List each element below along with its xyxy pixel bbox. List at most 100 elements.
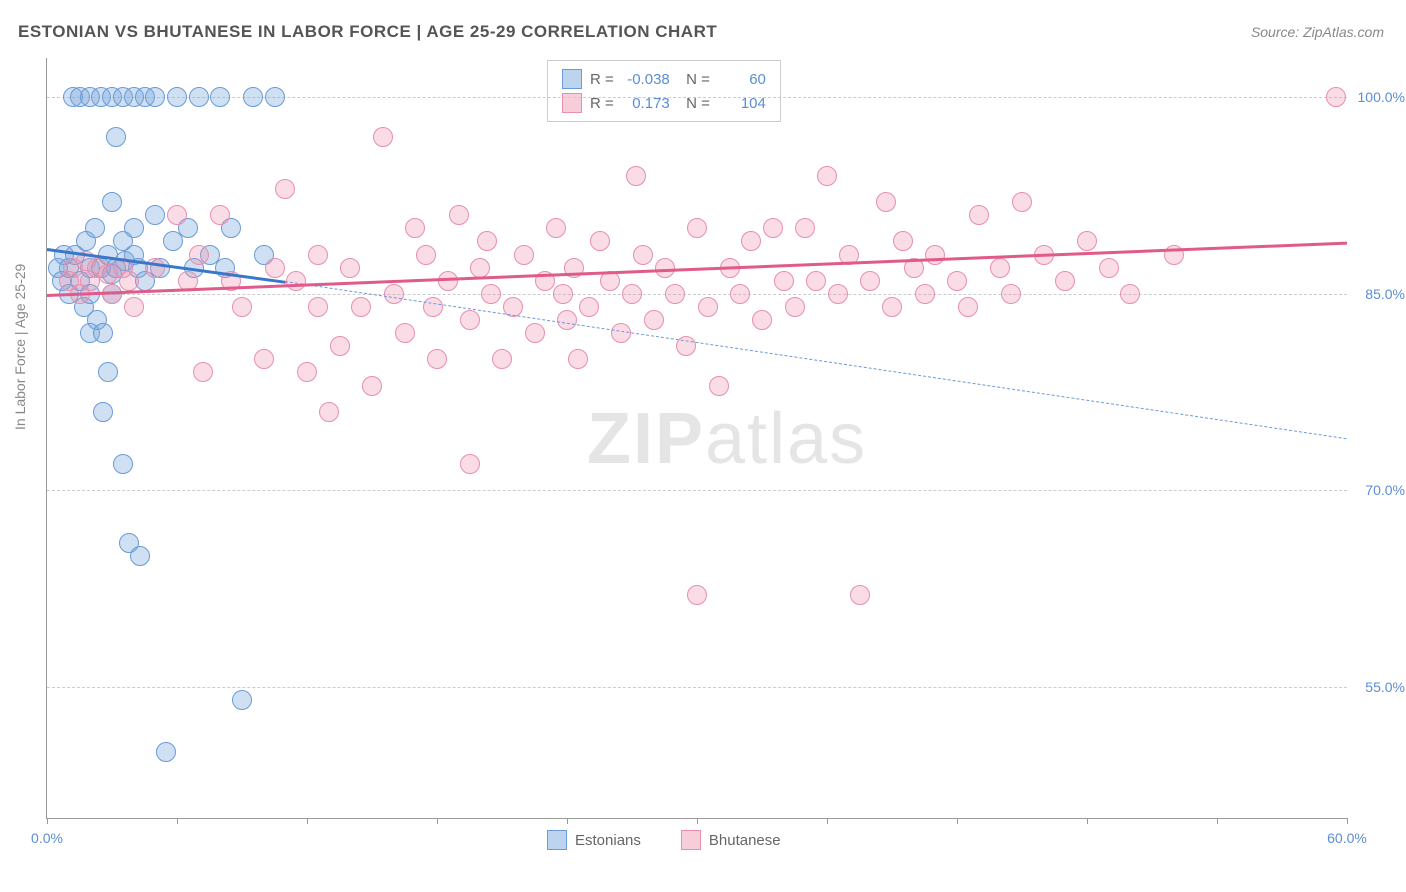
scatter-point-bhutanese [655, 258, 675, 278]
scatter-point-bhutanese [189, 245, 209, 265]
scatter-point-bhutanese [275, 179, 295, 199]
scatter-point-bhutanese [817, 166, 837, 186]
scatter-point-bhutanese [308, 297, 328, 317]
scatter-point-bhutanese [362, 376, 382, 396]
scatter-point-estonians [113, 454, 133, 474]
scatter-point-bhutanese [1120, 284, 1140, 304]
scatter-point-bhutanese [579, 297, 599, 317]
x-tick [437, 818, 438, 824]
scatter-point-bhutanese [806, 271, 826, 291]
scatter-point-bhutanese [958, 297, 978, 317]
scatter-point-bhutanese [449, 205, 469, 225]
x-tick [697, 818, 698, 824]
scatter-point-bhutanese [351, 297, 371, 317]
scatter-point-bhutanese [622, 284, 642, 304]
scatter-point-bhutanese [373, 127, 393, 147]
scatter-point-bhutanese [119, 271, 139, 291]
scatter-point-bhutanese [850, 585, 870, 605]
scatter-point-estonians [265, 87, 285, 107]
x-tick [827, 818, 828, 824]
scatter-point-bhutanese [795, 218, 815, 238]
scatter-point-estonians [98, 362, 118, 382]
chart-title: ESTONIAN VS BHUTANESE IN LABOR FORCE | A… [18, 22, 717, 42]
x-tick [1347, 818, 1348, 824]
scatter-point-bhutanese [752, 310, 772, 330]
scatter-point-bhutanese [1001, 284, 1021, 304]
scatter-point-bhutanese [1012, 192, 1032, 212]
x-tick [307, 818, 308, 824]
scatter-point-bhutanese [590, 231, 610, 251]
scatter-point-estonians [124, 218, 144, 238]
x-tick [1217, 818, 1218, 824]
x-tick [47, 818, 48, 824]
gridline [47, 490, 1347, 491]
scatter-point-estonians [85, 218, 105, 238]
scatter-point-bhutanese [340, 258, 360, 278]
scatter-point-bhutanese [687, 218, 707, 238]
gridline [47, 294, 1347, 295]
scatter-point-bhutanese [254, 349, 274, 369]
legend-swatch [562, 69, 582, 89]
scatter-point-estonians [156, 742, 176, 762]
scatter-point-bhutanese [167, 205, 187, 225]
scatter-point-bhutanese [395, 323, 415, 343]
scatter-point-bhutanese [477, 231, 497, 251]
x-tick [567, 818, 568, 824]
scatter-point-bhutanese [460, 454, 480, 474]
y-tick-label: 85.0% [1365, 286, 1405, 302]
scatter-point-bhutanese [698, 297, 718, 317]
scatter-point-bhutanese [860, 271, 880, 291]
scatter-point-bhutanese [384, 284, 404, 304]
scatter-point-bhutanese [665, 284, 685, 304]
correlation-legend: R =-0.038 N =60R =0.173 N =104 [547, 60, 781, 122]
scatter-point-bhutanese [525, 323, 545, 343]
scatter-point-bhutanese [553, 284, 573, 304]
chart-plot-area: ZIPatlas R =-0.038 N =60R =0.173 N =104 … [46, 58, 1347, 819]
scatter-point-estonians [93, 402, 113, 422]
series-legend: Estonians Bhutanese [547, 830, 781, 850]
scatter-point-bhutanese [882, 297, 902, 317]
scatter-point-bhutanese [297, 362, 317, 382]
scatter-point-bhutanese [947, 271, 967, 291]
scatter-point-bhutanese [265, 258, 285, 278]
scatter-point-bhutanese [319, 402, 339, 422]
y-tick-label: 100.0% [1358, 89, 1405, 105]
scatter-point-estonians [210, 87, 230, 107]
scatter-point-bhutanese [1055, 271, 1075, 291]
trend-line [47, 241, 1347, 296]
scatter-point-bhutanese [460, 310, 480, 330]
watermark: ZIPatlas [587, 398, 867, 480]
scatter-point-bhutanese [1326, 87, 1346, 107]
scatter-point-bhutanese [626, 166, 646, 186]
scatter-point-bhutanese [330, 336, 350, 356]
scatter-point-bhutanese [633, 245, 653, 265]
scatter-point-estonians [232, 690, 252, 710]
legend-row-estonians: R =-0.038 N =60 [562, 67, 766, 91]
scatter-point-bhutanese [828, 284, 848, 304]
scatter-point-bhutanese [232, 297, 252, 317]
scatter-point-bhutanese [876, 192, 896, 212]
scatter-point-bhutanese [774, 271, 794, 291]
legend-item: Bhutanese [681, 830, 781, 850]
legend-swatch [547, 830, 567, 850]
legend-swatch [562, 93, 582, 113]
scatter-point-estonians [130, 546, 150, 566]
source-attribution: Source: ZipAtlas.com [1251, 24, 1384, 40]
y-tick-label: 55.0% [1365, 679, 1405, 695]
scatter-point-estonians [167, 87, 187, 107]
scatter-point-bhutanese [145, 258, 165, 278]
scatter-point-bhutanese [644, 310, 664, 330]
scatter-point-estonians [102, 192, 122, 212]
scatter-point-bhutanese [470, 258, 490, 278]
x-tick [957, 818, 958, 824]
scatter-point-bhutanese [730, 284, 750, 304]
scatter-point-bhutanese [481, 284, 501, 304]
scatter-point-bhutanese [514, 245, 534, 265]
scatter-point-bhutanese [427, 349, 447, 369]
y-axis-label: In Labor Force | Age 25-29 [12, 264, 28, 430]
scatter-point-bhutanese [416, 245, 436, 265]
scatter-point-bhutanese [925, 245, 945, 265]
legend-swatch [681, 830, 701, 850]
scatter-point-bhutanese [492, 349, 512, 369]
legend-item: Estonians [547, 830, 641, 850]
